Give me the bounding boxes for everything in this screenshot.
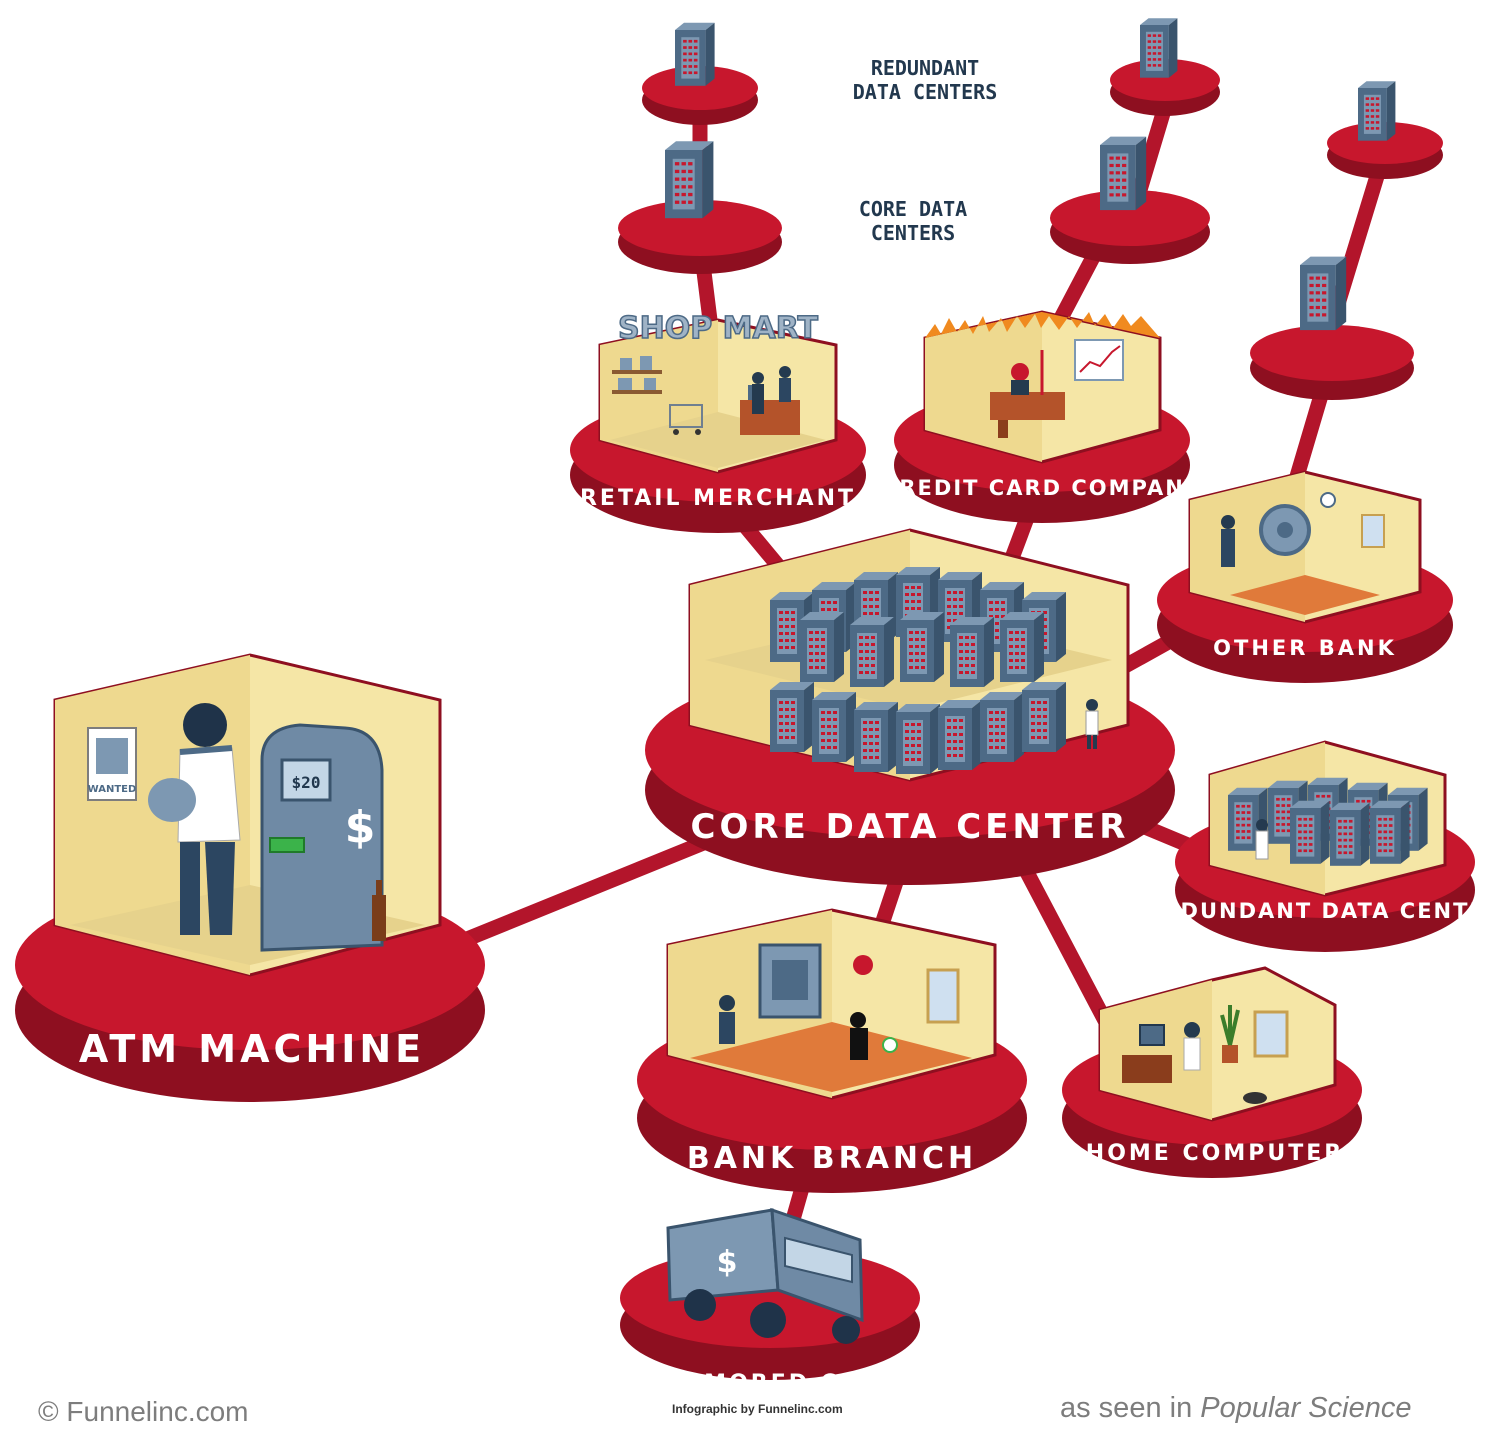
- home-computer-node: HOME COMPUTER: [1062, 966, 1362, 1178]
- other-bank-node: OTHER BANK: [1157, 470, 1453, 683]
- legend-core-line1: CORE DATA: [859, 197, 967, 221]
- core-data-center-node: CORE DATA CENTER: [645, 528, 1175, 885]
- footer-as-seen-in: as seen in Popular Science: [1060, 1392, 1411, 1425]
- legend-redundant-line2: DATA CENTERS: [853, 80, 998, 104]
- redundant-server-top-mid: [1110, 18, 1220, 116]
- retail-merchant-node: SHOP MART RETAIL MERCHANT: [570, 310, 866, 533]
- core-server-top-left: [618, 141, 782, 274]
- legend-core-line2: CENTERS: [871, 221, 955, 245]
- redundant-server-top-right: [1327, 81, 1443, 179]
- label-bank-branch: BANK BRANCH: [687, 1141, 977, 1176]
- core-server-top-right: [1250, 256, 1414, 400]
- wanted-poster-text: WANTED: [88, 784, 137, 795]
- footer-credit: Infographic by Funnelinc.com: [672, 1402, 843, 1416]
- credit-card-company-node: CREDIT CARD COMPANY: [882, 310, 1202, 523]
- core-server-top-mid: [1050, 136, 1210, 264]
- redundant-data-center-node: REDUNDANT DATA CENTER: [1146, 740, 1500, 952]
- atm-machine-node: WANTED $20 $ ATM MACHINE: [15, 653, 485, 1102]
- label-retail-merchant: RETAIL MERCHANT: [580, 486, 856, 511]
- label-home-computer: HOME COMPUTER: [1086, 1141, 1344, 1166]
- footer-copyright: © Funnelinc.com: [38, 1396, 249, 1427]
- armored-car-node: $ ARMORED CAR: [620, 1207, 920, 1396]
- label-core-data-center: CORE DATA CENTER: [691, 807, 1130, 847]
- atm-screen-text: $20: [292, 773, 321, 792]
- legend-redundant-line1: REDUNDANT: [871, 56, 979, 80]
- label-redundant-data-center: REDUNDANT DATA CENTER: [1146, 899, 1500, 923]
- label-other-bank: OTHER BANK: [1213, 636, 1397, 660]
- server-racks: [770, 567, 1066, 774]
- shop-mart-sign: SHOP MART: [618, 311, 818, 346]
- label-credit-card-company: CREDIT CARD COMPANY: [882, 476, 1202, 500]
- footer-seen-prefix: as seen in: [1060, 1392, 1201, 1424]
- redundant-server-top-left: [642, 22, 758, 125]
- bank-branch-node: BANK BRANCH: [637, 908, 1027, 1193]
- label-atm-machine: ATM MACHINE: [79, 1027, 425, 1071]
- armored-car-dollar: $: [717, 1245, 738, 1280]
- footer-publication: Popular Science: [1200, 1392, 1412, 1424]
- label-armored-car: ARMORED CAR: [664, 1371, 880, 1396]
- atm-dollar-sign: $: [345, 802, 376, 853]
